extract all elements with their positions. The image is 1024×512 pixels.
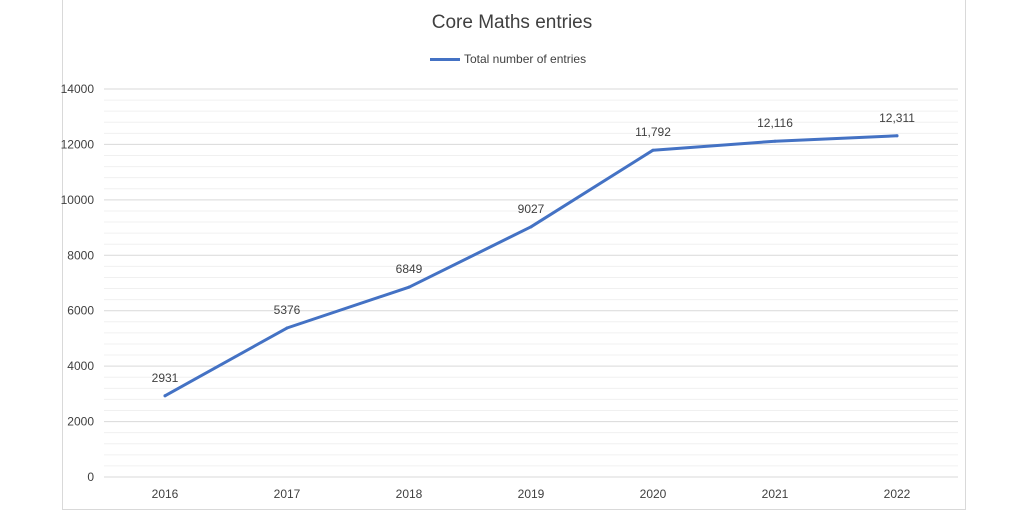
data-label: 11,792 bbox=[635, 125, 671, 139]
data-label: 12,116 bbox=[757, 116, 793, 130]
x-tick-label: 2022 bbox=[884, 487, 911, 501]
x-tick-label: 2020 bbox=[640, 487, 667, 501]
y-tick-label: 6000 bbox=[67, 304, 94, 318]
chart-title: Core Maths entries bbox=[431, 12, 593, 33]
data-point bbox=[285, 326, 289, 330]
chart-frame bbox=[62, 0, 966, 510]
y-tick-label: 12000 bbox=[61, 137, 95, 151]
legend: Total number of entries bbox=[430, 52, 586, 66]
y-tick-label: 2000 bbox=[67, 415, 94, 429]
x-tick-label: 2018 bbox=[396, 487, 423, 501]
legend-label: Total number of entries bbox=[464, 52, 587, 66]
data-point bbox=[895, 134, 899, 138]
data-label: 12,311 bbox=[879, 111, 915, 125]
data-label: 6849 bbox=[396, 262, 423, 276]
x-tick-label: 2019 bbox=[518, 487, 545, 501]
data-point bbox=[529, 225, 533, 229]
x-tick-label: 2021 bbox=[762, 487, 789, 501]
y-tick-label: 10000 bbox=[61, 193, 95, 207]
data-point bbox=[163, 394, 167, 398]
data-label: 2931 bbox=[152, 371, 179, 385]
y-tick-label: 14000 bbox=[61, 82, 95, 96]
legend-line-swatch bbox=[430, 57, 460, 61]
data-point bbox=[407, 285, 411, 289]
data-label: 9027 bbox=[518, 202, 545, 216]
data-point bbox=[651, 148, 655, 152]
x-tick-label: 2016 bbox=[152, 487, 179, 501]
y-tick-label: 8000 bbox=[67, 248, 94, 262]
data-label: 5376 bbox=[274, 303, 301, 317]
series-line bbox=[163, 134, 899, 398]
y-tick-label: 4000 bbox=[67, 359, 94, 373]
y-tick-label: 0 bbox=[87, 470, 94, 484]
data-point bbox=[773, 139, 777, 143]
x-tick-label: 2017 bbox=[274, 487, 301, 501]
